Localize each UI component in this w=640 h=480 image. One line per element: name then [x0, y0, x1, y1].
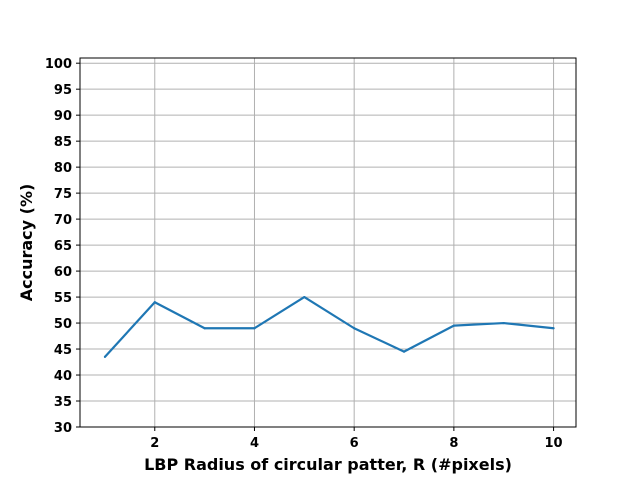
data-point — [153, 301, 156, 304]
y-axis-label: Accuracy (%) — [17, 184, 36, 302]
y-tick-label: 50 — [54, 317, 72, 332]
series-layer — [103, 295, 555, 358]
y-tick-label: 40 — [54, 369, 72, 384]
y-tick-label: 60 — [54, 265, 72, 280]
y-tick-label: 30 — [54, 421, 72, 436]
data-point — [103, 355, 107, 358]
y-tick-label: 55 — [54, 291, 72, 306]
y-tick-label: 35 — [54, 395, 72, 410]
y-tick-label: 70 — [54, 213, 72, 228]
y-tick-label: 65 — [54, 239, 72, 254]
y-tick-label: 80 — [54, 161, 72, 176]
series-line — [104, 295, 554, 358]
plot-frame — [79, 57, 577, 428]
y-tick-label: 45 — [54, 343, 72, 358]
data-point — [353, 327, 356, 330]
data-point — [203, 327, 206, 330]
y-tick-label: 100 — [45, 57, 72, 72]
data-point — [452, 324, 455, 327]
x-tick-label: 6 — [350, 436, 359, 451]
x-tick-label: 10 — [545, 436, 563, 451]
y-tick-label: 95 — [54, 83, 72, 98]
x-axis-label: LBP Radius of circular patter, R (#pixel… — [144, 455, 512, 474]
data-point — [552, 327, 555, 330]
y-tick-label: 75 — [54, 187, 72, 202]
x-tick-label: 2 — [150, 436, 159, 451]
data-point — [402, 350, 406, 353]
data-point — [253, 327, 256, 330]
ticks: 2 4 6 8 10 30 35 40 45 50 55 60 65 70 75 80 85 90 95 100 — [45, 57, 563, 451]
y-tick-label: 85 — [54, 135, 72, 150]
data-point — [502, 321, 505, 325]
x-tick-label: 4 — [250, 436, 259, 451]
x-tick-label: 8 — [449, 436, 458, 451]
y-tick-label: 90 — [54, 109, 72, 124]
grid — [80, 58, 576, 428]
data-point — [303, 295, 306, 299]
